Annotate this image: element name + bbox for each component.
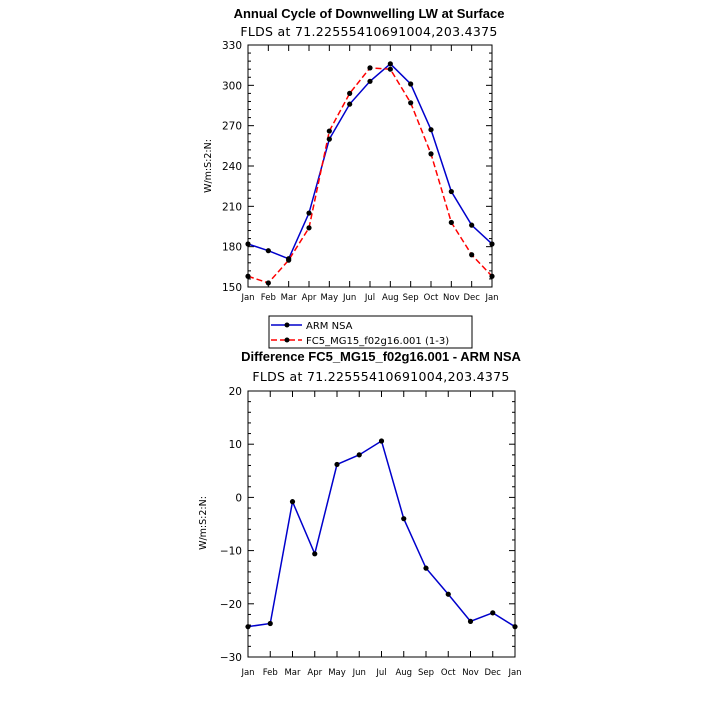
legend-label-arm-nsa: ARM NSA [306,321,353,332]
data-point [401,516,407,522]
data-point [245,273,251,279]
data-point [467,618,474,624]
data-point [289,499,296,505]
data-point [448,219,454,226]
data-point [428,151,434,157]
y-tick-label: −20 [220,599,242,611]
data-point [326,128,332,134]
difference-chart: Difference FC5_MG15_f02g16.001 - ARM NSA… [198,349,522,678]
legend-box [268,315,473,349]
x-tick-label: Apr [307,668,322,678]
data-point [245,624,251,630]
y-axis-label: W/m:S:2:N: [198,496,209,550]
data-point [265,280,271,286]
legend-marker-arm-nsa [284,322,290,328]
y-tick-label: 240 [222,161,242,173]
chart-subtitle: FLDS at 71.22555410691004,203.4375 [252,369,509,384]
x-tick-label: Jan [484,293,498,303]
data-point [306,210,312,216]
x-tick-label: Dec [463,293,480,303]
y-tick-label: −10 [220,546,242,558]
data-point [334,461,340,468]
series-line-1 [247,67,493,284]
x-tick-label: Jan [240,293,254,303]
data-point [448,188,454,195]
y-tick-label: 270 [222,121,242,133]
x-tick-label: Dec [485,668,502,678]
data-point [312,551,318,557]
data-point [428,127,434,133]
data-point [469,252,475,258]
data-point [512,624,518,630]
y-tick-label: 0 [235,492,242,504]
legend-marker-fc5 [284,337,290,343]
y-tick-label: 330 [222,40,242,52]
series-line-0 [247,439,516,628]
legend: ARM NSA FC5_MG15_f02g16.001 (1-3) [268,315,473,349]
x-tick-label: Oct [441,668,456,678]
x-tick-label: Apr [302,293,317,303]
x-tick-label: Feb [263,668,278,678]
x-tick-label: Aug [382,293,399,303]
data-point [445,591,451,597]
y-tick-label: 210 [222,201,242,213]
x-tick-label: Jan [507,668,521,678]
data-point [265,248,271,254]
data-point [356,452,362,458]
data-point [326,136,332,142]
y-tick-label: −30 [220,652,242,664]
x-tick-label: Mar [284,668,301,678]
chart-title: Difference FC5_MG15_f02g16.001 - ARM NSA [241,349,521,364]
data-point [490,610,496,616]
x-tick-label: Jun [352,668,366,678]
x-tick-label: May [321,293,339,303]
chart-title: Annual Cycle of Downwelling LW at Surfac… [234,6,505,21]
y-axis-label: W/m:S:2:N: [203,139,214,193]
legend-label-fc5: FC5_MG15_f02g16.001 (1-3) [306,336,449,347]
x-tick-label: May [328,668,346,678]
data-point [245,241,251,247]
y-tick-label: 150 [222,282,242,294]
data-point [267,620,273,627]
data-point [347,90,353,96]
data-point [367,78,373,84]
data-point [347,101,353,107]
plot-area: −30 −20 −10 0 10 20 Jan Feb Mar Apr May Jun Jul Aug Se… [220,386,522,678]
x-tick-label: Aug [395,668,412,678]
data-point [423,565,429,571]
x-tick-label: Oct [424,293,439,303]
y-tick-label: 10 [229,439,242,451]
x-tick-label: Sep [403,293,419,303]
data-point [408,100,414,106]
x-tick-label: Jul [364,293,375,303]
annual-cycle-chart: Annual Cycle of Downwelling LW at Surfac… [203,6,505,349]
data-point [367,65,373,71]
x-tick-label: Jan [240,668,254,678]
plot-area: 150 180 210 240 270 300 330 Jan Feb Mar Apr May Jun J… [222,40,499,303]
chart-subtitle: FLDS at 71.22555410691004,203.4375 [240,24,497,39]
data-point [489,241,495,247]
data-point [286,257,292,263]
x-tick-label: Jun [342,293,356,303]
y-tick-label: 180 [222,242,242,254]
x-tick-label: Mar [281,293,298,303]
data-point [408,81,414,87]
data-point [306,225,312,231]
y-tick-label: 300 [222,80,242,92]
data-point [387,66,393,72]
data-point [489,273,495,279]
data-point [378,438,385,444]
series-line-0 [247,62,493,260]
x-tick-label: Sep [418,668,434,678]
x-tick-label: Feb [261,293,276,303]
data-point [387,61,393,67]
x-tick-label: Nov [443,293,460,303]
y-tick-label: 20 [229,386,242,398]
data-point [469,222,475,228]
x-tick-label: Nov [462,668,479,678]
x-tick-label: Jul [375,668,386,678]
